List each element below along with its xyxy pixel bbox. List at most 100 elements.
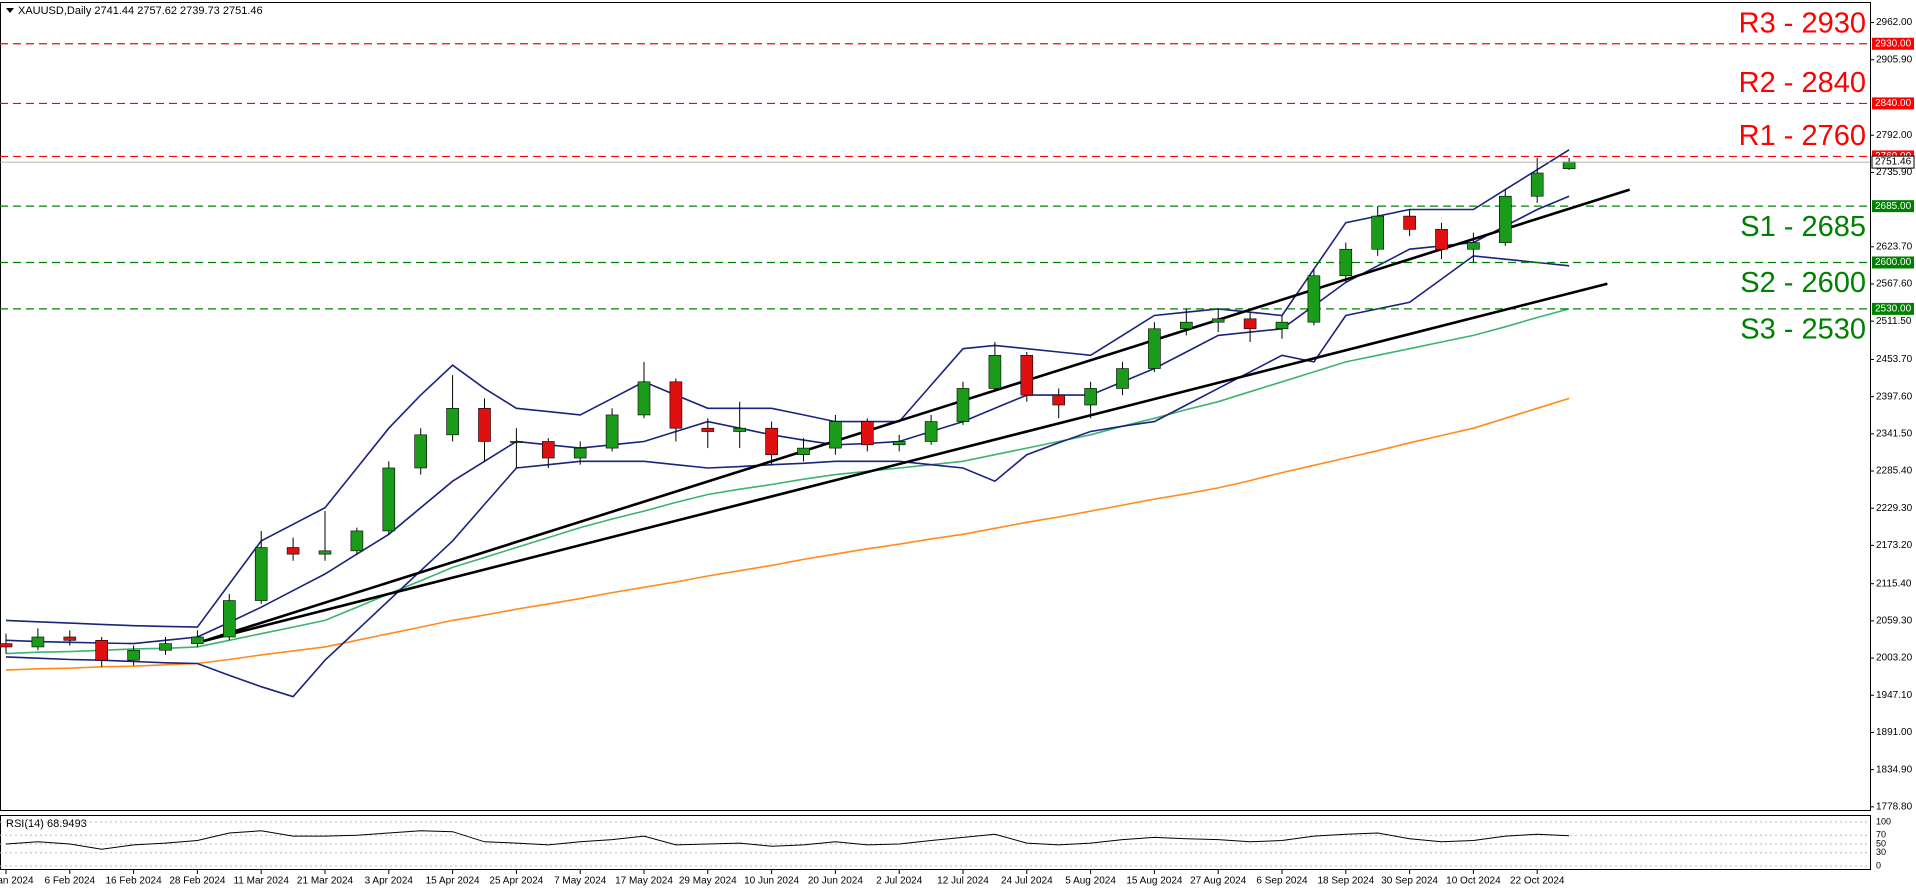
level-tag: [1872, 97, 1914, 110]
level-annotation: R2 - 2840: [1739, 67, 1866, 99]
rsi-tick-label: 100: [1876, 816, 1891, 826]
y-tick-label: 2173.20: [1876, 540, 1913, 551]
x-tick-label: 18 Sep 2024: [1317, 876, 1374, 887]
candle-body: [1435, 229, 1448, 250]
candle-body: [1020, 354, 1034, 396]
rsi-title: RSI(14) 68.9493: [6, 818, 87, 830]
candle-body: [765, 427, 778, 456]
candle-body: [382, 467, 396, 532]
candle-body: [1530, 172, 1544, 197]
indicator-line: [5, 308, 1570, 655]
candle-body: [0, 643, 13, 648]
candle-body: [95, 640, 108, 661]
rsi-panel: [0, 815, 1871, 870]
y-tick-label: 2115.40: [1876, 578, 1912, 589]
candle-body: [191, 636, 204, 644]
candle-body: [1562, 161, 1576, 170]
candle-body: [478, 408, 491, 442]
x-tick-label: 7 May 2024: [554, 876, 607, 887]
y-tick-label: 2567.60: [1876, 279, 1913, 290]
candle-body: [541, 441, 555, 459]
candle-body: [286, 547, 300, 555]
level-tag: [1872, 256, 1914, 269]
level-tag-label: 2930.00: [1875, 38, 1912, 49]
x-tick-label: 28 Feb 2024: [169, 876, 226, 887]
y-tick-label: 2962.00: [1876, 17, 1913, 28]
x-tick-label: 6 Feb 2024: [44, 876, 95, 887]
rsi-tick-label: 30: [1876, 847, 1886, 857]
candle-body: [159, 643, 172, 651]
candle-body: [1052, 394, 1065, 406]
candle-body: [733, 427, 747, 432]
y-tick-label: 2059.30: [1876, 616, 1913, 627]
candle-body: [414, 434, 428, 469]
level-tag-label: 2840.00: [1875, 98, 1912, 109]
y-tick-label: 1834.90: [1876, 764, 1913, 775]
x-tick-label: 15 Aug 2024: [1126, 876, 1183, 887]
level-tag-label: 2685.00: [1875, 201, 1912, 212]
main-panel: [0, 2, 1871, 811]
y-tick-label: 2341.50: [1876, 428, 1913, 439]
y-tick-label: 2003.20: [1876, 653, 1913, 664]
candle-body: [956, 388, 970, 422]
candle-body: [1116, 368, 1129, 389]
candle-body: [446, 408, 459, 436]
candle-body: [924, 421, 938, 442]
x-tick-label: 29 May 2024: [679, 876, 737, 887]
level-tag: [1872, 200, 1914, 213]
candle-body: [350, 530, 364, 552]
x-tick-label: 2 Jul 2024: [876, 876, 923, 887]
candle-body: [510, 441, 523, 443]
x-tick-label: 6 Sep 2024: [1256, 876, 1308, 887]
candle-body: [701, 427, 715, 432]
candle-body: [1467, 242, 1480, 250]
rsi-tick-label: 70: [1876, 830, 1886, 840]
indicator-line: [5, 195, 1570, 645]
candle-body: [637, 381, 651, 416]
candle-body: [31, 636, 45, 648]
chart-title: XAUUSD,Daily 2741.44 2757.62 2739.73 275…: [18, 5, 263, 17]
collapse-icon: [6, 8, 14, 13]
level-annotation: S1 - 2685: [1740, 211, 1866, 243]
indicator-line: [5, 149, 1570, 628]
x-tick-label: 17 May 2024: [615, 876, 673, 887]
candle-body: [1499, 195, 1512, 243]
candle-body: [1403, 215, 1416, 230]
level-tag-label: 2600.00: [1875, 257, 1912, 268]
y-tick-label: 2623.70: [1876, 241, 1913, 252]
candle-body: [1211, 318, 1225, 323]
y-tick-label: 2453.70: [1876, 354, 1913, 365]
level-annotation: S3 - 2530: [1740, 314, 1866, 346]
candle-body: [860, 421, 874, 446]
candle-body: [1275, 321, 1289, 330]
indicator-line: [5, 397, 1570, 671]
y-tick-label: 1947.10: [1876, 690, 1913, 701]
x-tick-label: 10 Oct 2024: [1446, 876, 1501, 887]
y-tick-label: 2397.60: [1876, 391, 1913, 402]
candle-body: [573, 447, 587, 459]
y-tick-label: 2735.90: [1876, 167, 1913, 178]
candle-body: [1084, 388, 1097, 406]
y-tick-label: 2792.00: [1876, 130, 1913, 141]
level-annotation: S2 - 2600: [1740, 267, 1866, 299]
x-tick-label: 10 Jun 2024: [744, 876, 799, 887]
candle-body: [63, 636, 77, 641]
x-tick-label: 5 Aug 2024: [1065, 876, 1116, 887]
candle-body: [1371, 215, 1384, 250]
y-tick-label: 2285.40: [1876, 466, 1913, 477]
x-tick-label: 24 Jul 2024: [1001, 876, 1053, 887]
candle-body: [1180, 321, 1193, 330]
candle-body: [669, 381, 683, 429]
y-tick-label: 2229.30: [1876, 503, 1913, 514]
level-tag: [1872, 37, 1914, 50]
y-tick-label: 2511.50: [1876, 316, 1912, 327]
x-tick-label: 25 Apr 2024: [489, 876, 543, 887]
level-tag-label: 2530.00: [1875, 304, 1912, 315]
x-tick-label: 16 Feb 2024: [106, 876, 163, 887]
candle-body: [1243, 318, 1257, 330]
rsi-line: [5, 830, 1570, 850]
rsi-tick-label: 50: [1876, 838, 1886, 848]
trendline: [203, 282, 1608, 643]
